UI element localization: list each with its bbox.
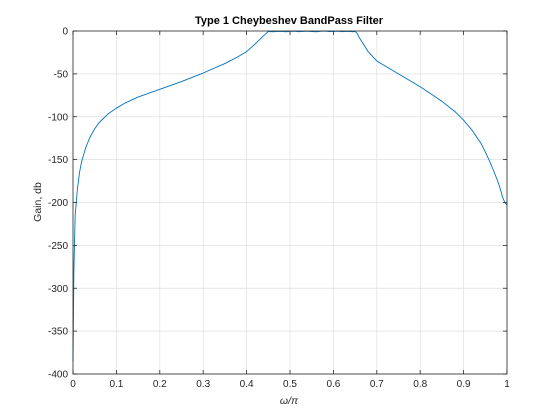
y-tick-label: -100 bbox=[48, 112, 68, 123]
y-tick-label: -200 bbox=[48, 198, 68, 209]
x-axis-label: ω/π bbox=[280, 395, 299, 407]
tick-marks bbox=[72, 30, 508, 375]
x-tick-label: 0.4 bbox=[240, 379, 254, 390]
x-tick-label: 0.5 bbox=[283, 379, 297, 390]
x-tick-label: 0.1 bbox=[109, 379, 123, 390]
x-tick-label: 0.2 bbox=[153, 379, 167, 390]
x-tick-labels: 0 0.1 0.2 0.3 0.4 0.5 0.6 0.7 0.8 0.9 1 bbox=[70, 379, 510, 390]
x-tick-label: 0.8 bbox=[413, 379, 427, 390]
x-tick-label: 0 bbox=[70, 379, 76, 390]
chart-title: Type 1 Cheybeshev BandPass Filter bbox=[195, 15, 384, 27]
y-tick-label: -50 bbox=[54, 69, 69, 80]
y-tick-label: -250 bbox=[48, 241, 68, 252]
x-tick-label: 0.6 bbox=[326, 379, 340, 390]
y-tick-labels: 0 -50 -100 -150 -200 -250 -300 -350 -400 bbox=[48, 27, 68, 381]
series-line-0 bbox=[72, 30, 508, 362]
x-tick-label: 1 bbox=[504, 379, 510, 390]
y-axis-label: Gain, db bbox=[32, 182, 44, 222]
x-tick-label: 0.3 bbox=[196, 379, 210, 390]
y-tick-label: -400 bbox=[48, 370, 68, 381]
x-tick-label: 0.9 bbox=[457, 379, 471, 390]
series-layer bbox=[72, 30, 508, 362]
y-tick-label: 0 bbox=[62, 27, 68, 38]
x-tick-label: 0.7 bbox=[370, 379, 384, 390]
y-tick-label: -300 bbox=[48, 284, 68, 295]
y-tick-label: -350 bbox=[48, 327, 68, 338]
y-tick-label: -150 bbox=[48, 155, 68, 166]
plot-area: 0 0.1 0.2 0.3 0.4 0.5 0.6 0.7 0.8 0.9 1 0 -50 -100 -1… bbox=[48, 27, 510, 391]
